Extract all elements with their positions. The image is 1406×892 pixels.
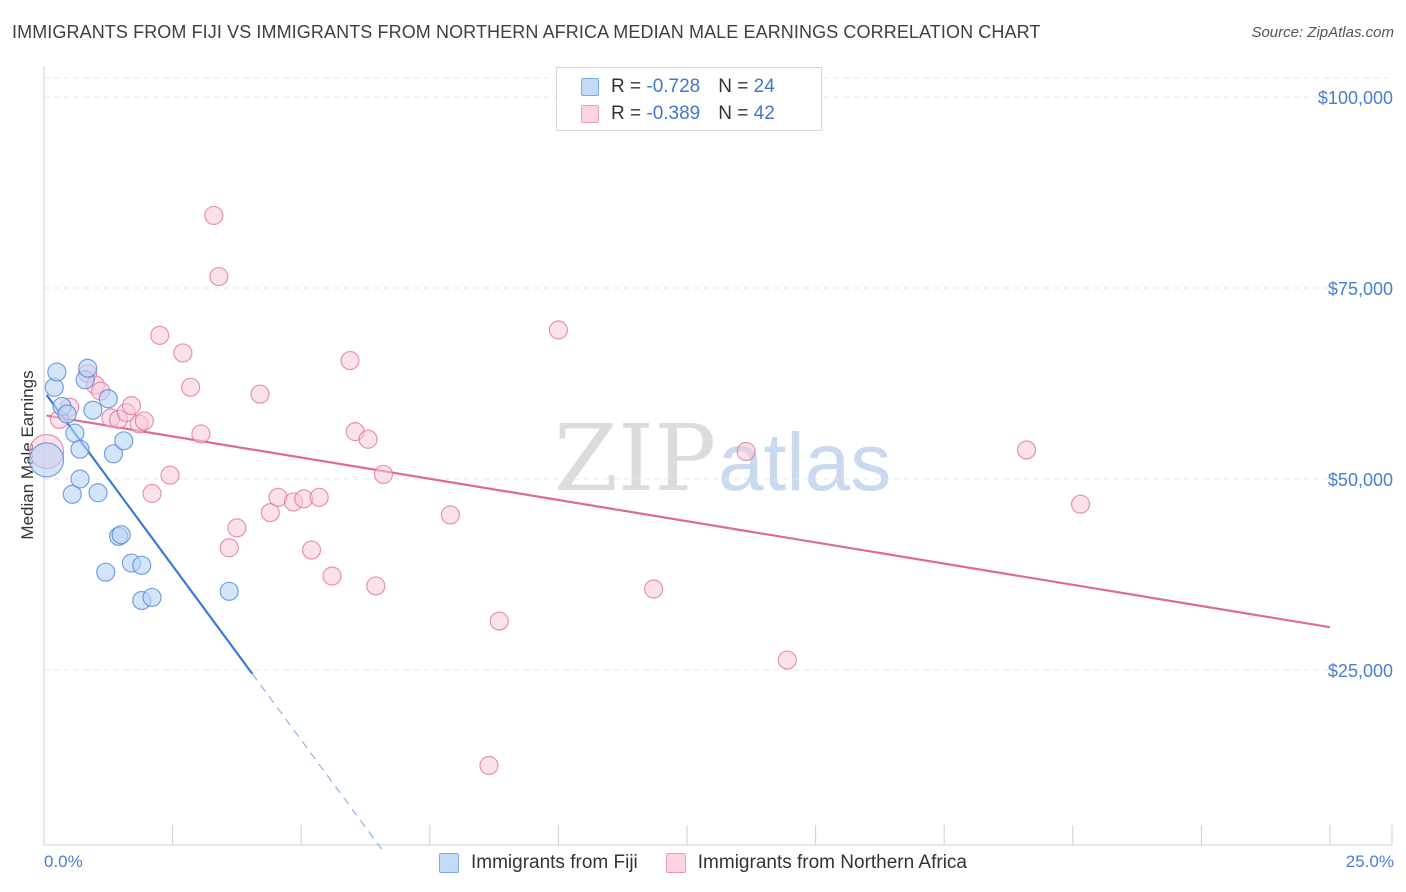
northern-africa-point-35 <box>440 505 460 525</box>
legend-r-label: R = <box>611 103 647 124</box>
watermark-atlas: atlas <box>718 417 891 508</box>
northern-africa-point-16 <box>181 377 201 397</box>
y-tick-label-3: $100,000 <box>1318 88 1393 108</box>
northern-africa-point-38 <box>548 320 569 340</box>
chart-source: Source: ZipAtlas.com <box>1251 24 1394 41</box>
fiji-point-2 <box>47 362 67 382</box>
legend-row-fiji: R = -0.728 N = 24 <box>557 74 775 100</box>
y-tick-label-1: $50,000 <box>1328 470 1393 490</box>
northern-africa-point-13 <box>150 325 170 345</box>
trend-line-northern-africa <box>46 414 1331 629</box>
legend-marker-fiji <box>438 853 459 873</box>
northern-africa-point-18 <box>204 205 224 226</box>
fiji-point-18 <box>114 431 134 451</box>
fiji-point-7 <box>70 439 90 459</box>
fiji-point-20 <box>132 555 152 575</box>
northern-africa-point-15 <box>173 343 193 363</box>
gridlines <box>44 77 1392 671</box>
northern-africa-point-37 <box>489 611 509 631</box>
northern-africa-point-33 <box>366 576 386 596</box>
fiji-point-14 <box>103 444 124 464</box>
legend-swatch-northern-africa <box>581 105 599 123</box>
northern-africa-point-42 <box>1016 440 1037 460</box>
x-tick-max: 25.0% <box>1345 852 1394 871</box>
fiji-point-15 <box>96 562 116 582</box>
northern-africa-point-29 <box>322 566 342 586</box>
chart-title: IMMIGRANTS FROM FIJI VS IMMIGRANTS FROM … <box>12 22 1041 42</box>
northern-africa-point-9 <box>121 396 142 416</box>
northern-africa-point-36 <box>479 755 499 776</box>
trend-line-fiji-extrapolated <box>251 673 384 852</box>
northern-africa-point-39 <box>643 579 664 599</box>
northern-africa-point-34 <box>373 464 394 485</box>
fiji-point-6 <box>65 423 85 443</box>
legend-n-fiji: 24 <box>753 76 775 97</box>
northern-africa-point-27 <box>301 540 322 560</box>
legend-swatch-fiji <box>581 78 599 96</box>
fiji-point-23 <box>219 581 239 601</box>
legend-item-fiji[interactable]: Immigrants from Fiji <box>438 852 638 874</box>
fiji-point-8 <box>70 469 90 489</box>
northern-africa-point-40 <box>736 441 756 462</box>
northern-africa-point-19 <box>209 266 229 287</box>
watermark-zip: ZIP <box>554 405 716 512</box>
correlation-legend: R = -0.728 N = 24 R = -0.389 N = 42 <box>556 67 822 131</box>
northern-africa-point-28 <box>309 487 329 507</box>
fiji-point-12 <box>88 483 108 503</box>
legend-label-northern-africa: Immigrants from Northern Africa <box>697 852 968 873</box>
fiji-point-5 <box>62 484 82 504</box>
fiji-point-17 <box>111 525 131 545</box>
legend-n-label: N = <box>718 103 754 124</box>
legend-r-fiji: -0.728 <box>646 76 701 97</box>
fiji-point-4 <box>57 404 77 424</box>
series-legend: Immigrants from Fiji Immigrants from Nor… <box>0 852 1406 874</box>
northern-africa-point-17 <box>191 424 211 444</box>
x-tick-min: 0.0% <box>44 852 83 871</box>
y-tick-label-0: $25,000 <box>1328 661 1393 681</box>
northern-africa-point-32 <box>358 429 378 449</box>
data-points <box>28 205 1091 776</box>
fiji-point-10 <box>78 358 98 378</box>
fiji-point-11 <box>83 400 103 420</box>
northern-africa-point-23 <box>260 503 280 523</box>
northern-africa-point-20 <box>219 538 239 558</box>
legend-r-northern-africa: -0.389 <box>646 103 701 124</box>
northern-africa-point-21 <box>227 518 247 538</box>
y-ticks: $25,000 $50,000 $75,000 $100,000 <box>1318 88 1393 681</box>
y-tick-label-2: $75,000 <box>1328 279 1393 299</box>
fiji-point-22 <box>142 587 162 608</box>
northern-africa-point-22 <box>250 384 270 404</box>
legend-r-label: R = <box>611 76 647 97</box>
northern-africa-point-12 <box>142 483 162 504</box>
fiji-point-0 <box>28 442 65 478</box>
northern-africa-point-43 <box>1070 494 1091 514</box>
northern-africa-point-14 <box>160 465 180 485</box>
legend-marker-northern-africa <box>665 853 686 873</box>
fiji-point-13 <box>98 389 118 409</box>
legend-n-label: N = <box>718 76 754 97</box>
legend-label-fiji: Immigrants from Fiji <box>470 852 638 873</box>
legend-item-northern-africa[interactable]: Immigrants from Northern Africa <box>665 852 968 874</box>
legend-n-northern-africa: 42 <box>753 103 775 124</box>
northern-africa-point-11 <box>134 411 154 431</box>
legend-row-northern-africa: R = -0.389 N = 42 <box>557 101 775 127</box>
northern-africa-point-30 <box>340 350 360 371</box>
northern-africa-point-41 <box>777 650 797 670</box>
